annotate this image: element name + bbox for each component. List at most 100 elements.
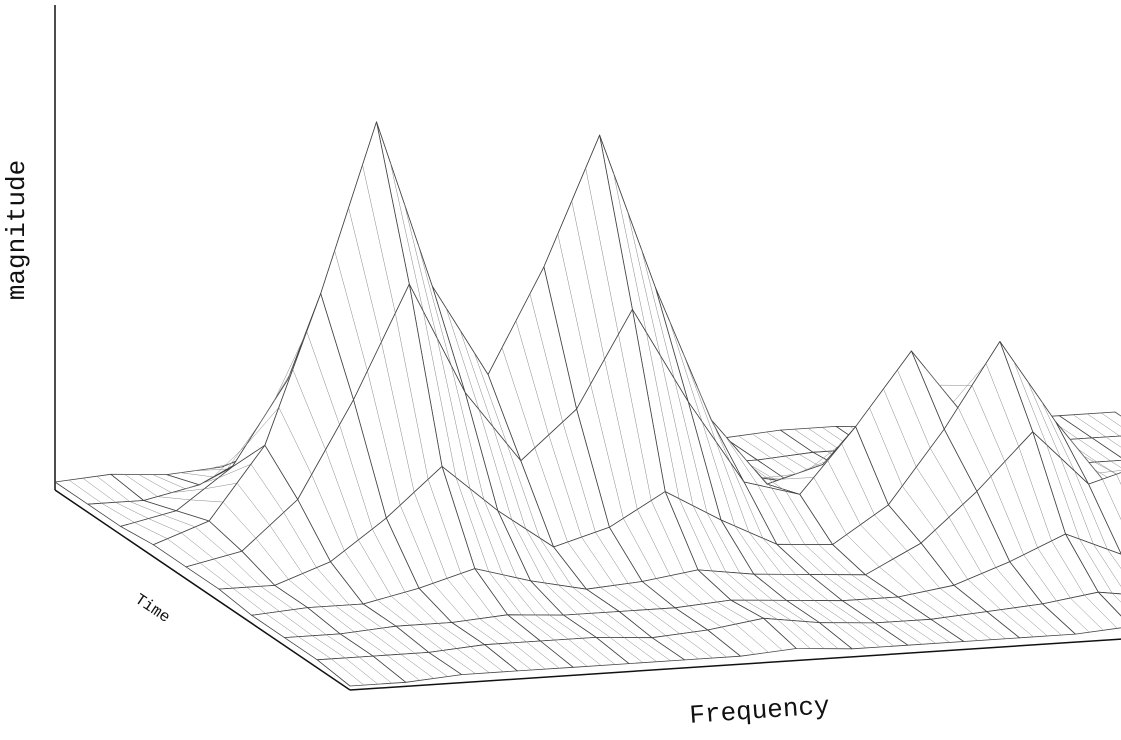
wire-hatch xyxy=(227,423,261,470)
wire-hatch xyxy=(738,435,772,459)
wire-hatch xyxy=(427,479,462,574)
wire-hatch xyxy=(870,598,904,622)
wire-hatch xyxy=(861,622,895,647)
wire-hatch xyxy=(715,441,750,533)
wire-hatch xyxy=(1096,461,1121,478)
wire-hatch xyxy=(577,614,611,638)
wire-hatch xyxy=(478,409,513,520)
wire-hatch xyxy=(818,544,852,575)
wire-hatch xyxy=(526,641,560,669)
wire-hatch xyxy=(492,426,526,529)
wire-hatch xyxy=(204,482,238,490)
wire-hatch xyxy=(227,554,261,587)
wire-hatch xyxy=(1100,412,1121,427)
wire-hatch xyxy=(222,501,257,539)
wire-hatch xyxy=(1041,401,1075,472)
wire-hatch xyxy=(1074,470,1108,550)
wire-hatch xyxy=(660,355,694,506)
wire-hatch xyxy=(548,434,582,538)
wire-hatch xyxy=(557,233,591,385)
wire-hatch xyxy=(493,616,527,643)
wire-hatch xyxy=(790,544,824,575)
surface xyxy=(54,121,1121,687)
wire-hatch xyxy=(772,600,806,622)
wire-hatch xyxy=(459,330,494,427)
wire-hatch xyxy=(390,162,424,312)
wire-hatch xyxy=(851,574,885,599)
wire-hatch xyxy=(590,384,624,519)
wire-hatch xyxy=(358,539,392,597)
wire-hatch xyxy=(339,424,373,530)
wire-hatch xyxy=(595,532,629,584)
wire-hatch xyxy=(1037,547,1071,599)
wire-hatch xyxy=(148,518,182,534)
wire-hatch xyxy=(354,631,388,656)
wire-hatch xyxy=(828,600,862,624)
wire-hatch xyxy=(236,482,270,526)
wire-hatch xyxy=(213,558,247,588)
wire-hatch xyxy=(129,501,163,515)
wire-hatch xyxy=(1046,444,1080,540)
y-axis-title: Time xyxy=(131,590,173,626)
wire-hatch xyxy=(265,613,299,637)
wire-hatch xyxy=(255,538,289,580)
wire-hatch xyxy=(874,514,908,552)
wire-hatch xyxy=(757,485,791,545)
wire-hatch xyxy=(283,512,317,568)
wire-hatch xyxy=(808,443,842,470)
wire-hatch xyxy=(1083,455,1117,475)
wire-hatch xyxy=(972,613,1006,639)
wire-hatch xyxy=(409,625,443,651)
frequency-axis xyxy=(349,638,1121,691)
wire-hatch xyxy=(724,435,759,486)
wire-hatch xyxy=(511,519,545,584)
wire-hatch xyxy=(529,293,563,423)
wire-hatch xyxy=(916,466,950,518)
wire-hatch xyxy=(246,587,280,612)
wire-hatch xyxy=(701,421,736,527)
wire-hatch xyxy=(591,613,625,638)
wire-hatch xyxy=(795,574,829,601)
wire-hatch xyxy=(1086,413,1121,437)
wire-hatch xyxy=(199,562,233,589)
wire-hatch xyxy=(767,574,801,601)
wire-hatch xyxy=(1107,549,1121,569)
wire-hatch xyxy=(124,474,158,497)
wire-hatch xyxy=(780,477,814,480)
wire-hatch xyxy=(925,367,959,408)
wire-hatch xyxy=(483,499,517,578)
wire-hatch xyxy=(683,572,717,603)
wire-hatch xyxy=(604,359,638,510)
wire-hatch xyxy=(623,637,657,662)
wire-hatch xyxy=(897,369,931,449)
wire-hatch xyxy=(549,614,583,639)
wire-hatch xyxy=(516,577,550,616)
wire-hatch xyxy=(502,574,536,616)
wire-hatch xyxy=(1073,414,1107,438)
wire-hatch xyxy=(581,537,615,586)
wire-hatch xyxy=(245,407,280,446)
wire-hatch xyxy=(395,313,429,480)
wire-hatch xyxy=(734,525,768,575)
wire-hatch xyxy=(1070,597,1104,631)
wire-hatch xyxy=(436,338,471,489)
wire-hatch xyxy=(167,538,201,564)
wire-hatch xyxy=(558,584,592,614)
wire-hatch xyxy=(473,352,508,444)
wire-hatch xyxy=(725,571,759,601)
wire-hatch xyxy=(316,567,350,606)
wire-hatch xyxy=(525,528,559,586)
wire-hatch xyxy=(762,538,796,575)
wire-hatch xyxy=(841,443,875,515)
wire-hatch xyxy=(515,320,549,436)
wire-hatch xyxy=(115,502,149,519)
wire-hatch xyxy=(413,492,448,579)
wire-hatch xyxy=(572,586,606,613)
wire-hatch xyxy=(567,541,601,588)
wire-hatch xyxy=(613,173,647,333)
wire-hatch xyxy=(68,479,102,504)
wire-hatch xyxy=(860,524,894,560)
wire-hatch xyxy=(791,620,825,649)
wire-hatch xyxy=(562,421,596,533)
